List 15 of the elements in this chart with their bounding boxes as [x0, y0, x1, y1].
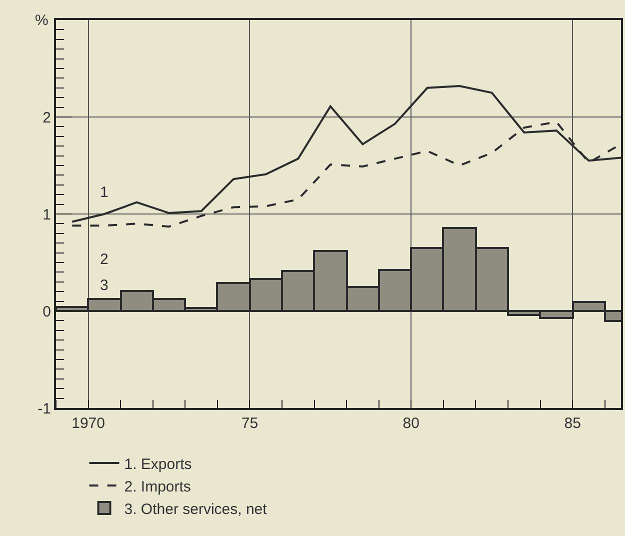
- annotation: 2: [100, 251, 108, 268]
- annotation: 3: [100, 277, 108, 294]
- legend-label: 2. Imports: [124, 478, 191, 496]
- x-tick-label: 85: [564, 415, 581, 432]
- x-tick-label: 75: [241, 415, 258, 432]
- x-tick-label: 80: [402, 415, 420, 432]
- y-tick-label: 2: [42, 109, 51, 126]
- y-axis-title: %: [35, 12, 48, 29]
- legend-label: 3. Other services, net: [124, 500, 268, 518]
- y-tick-label: 1: [42, 206, 51, 224]
- annotation: 1: [100, 184, 108, 201]
- x-tick-label: 1970: [72, 415, 105, 432]
- y-tick-label: -1: [38, 400, 51, 418]
- legend-label: 1. Exports: [124, 456, 192, 473]
- y-tick-label: 0: [42, 303, 51, 320]
